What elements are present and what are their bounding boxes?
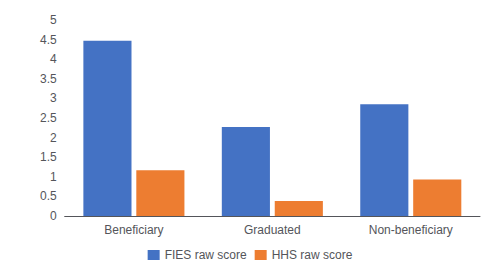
svg-text:2.5: 2.5 (40, 111, 57, 125)
svg-text:0: 0 (50, 209, 57, 223)
svg-text:4: 4 (50, 52, 57, 66)
svg-text:5: 5 (50, 13, 57, 27)
svg-text:Non-beneficiary: Non-beneficiary (369, 223, 453, 237)
svg-text:3: 3 (50, 91, 57, 105)
svg-text:Graduated: Graduated (244, 223, 301, 237)
svg-text:Beneficiary: Beneficiary (104, 223, 163, 237)
svg-text:1: 1 (50, 170, 57, 184)
svg-text:4.5: 4.5 (40, 33, 57, 47)
svg-text:0.5: 0.5 (40, 189, 57, 203)
svg-text:FIES raw score: FIES raw score (165, 248, 247, 262)
svg-text:HHS raw score: HHS raw score (272, 248, 353, 262)
svg-text:3.5: 3.5 (40, 72, 57, 86)
svg-text:2: 2 (50, 131, 57, 145)
svg-text:1.5: 1.5 (40, 150, 57, 164)
